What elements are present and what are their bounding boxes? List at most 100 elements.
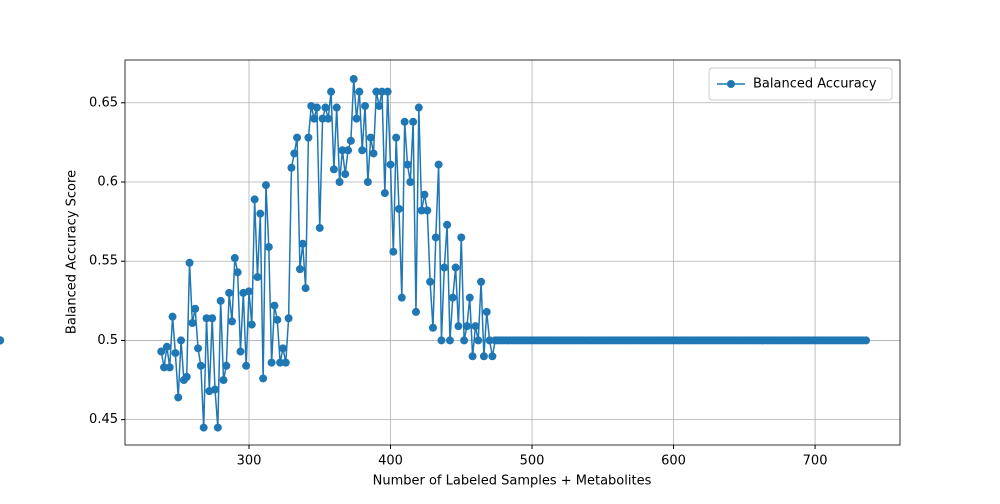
marker [318, 114, 327, 123]
marker [157, 347, 166, 356]
marker [394, 204, 403, 213]
marker [434, 160, 443, 169]
marker [485, 336, 494, 345]
marker [474, 336, 483, 345]
marker [332, 103, 341, 112]
y-tick-label: 0.6 [97, 174, 118, 189]
marker [477, 277, 486, 286]
marker [281, 358, 290, 367]
x-tick-label: 700 [803, 454, 828, 469]
marker [227, 317, 236, 326]
marker [468, 352, 477, 361]
marker [177, 336, 186, 345]
marker [0, 336, 4, 345]
legend-label: Balanced Accuracy [753, 77, 877, 92]
marker [230, 254, 239, 263]
marker [346, 136, 355, 145]
marker [247, 320, 256, 329]
marker [312, 103, 321, 112]
marker [236, 347, 245, 356]
marker [462, 322, 471, 331]
marker [380, 189, 389, 198]
marker [454, 322, 463, 331]
y-axis-label: Balanced Accuracy Score [65, 170, 80, 334]
marker [392, 133, 401, 142]
marker [162, 342, 171, 351]
y-tick-label: 0.55 [89, 254, 118, 269]
marker [174, 393, 183, 402]
marker [420, 190, 429, 199]
y-tick-label: 0.65 [89, 95, 118, 110]
marker [482, 307, 491, 316]
marker [256, 209, 265, 218]
marker [222, 361, 231, 370]
marker [208, 314, 217, 323]
marker [304, 133, 313, 142]
marker [259, 374, 268, 383]
marker [168, 312, 177, 321]
marker [409, 117, 418, 126]
marker [284, 314, 293, 323]
marker [199, 423, 208, 432]
marker [403, 160, 412, 169]
marker [363, 177, 372, 186]
marker [386, 160, 395, 169]
marker [389, 247, 398, 256]
x-axis-label: Number of Labeled Samples + Metabolites [373, 474, 652, 489]
marker [171, 349, 180, 358]
marker [451, 263, 460, 272]
marker [406, 177, 415, 186]
marker [375, 101, 384, 110]
marker [358, 146, 367, 155]
marker [414, 103, 423, 112]
marker [352, 114, 361, 123]
marker [253, 273, 262, 282]
marker [211, 385, 220, 394]
marker [448, 293, 457, 302]
marker [219, 376, 228, 385]
marker [341, 170, 350, 179]
marker [426, 277, 435, 286]
marker [372, 87, 381, 96]
marker [443, 220, 452, 229]
marker [293, 133, 302, 142]
marker [264, 242, 273, 251]
marker [324, 114, 333, 123]
marker [290, 149, 299, 158]
marker [244, 287, 253, 296]
y-tick-label: 0.5 [97, 333, 118, 348]
marker [202, 314, 211, 323]
marker [437, 336, 446, 345]
plot-frame [124, 59, 901, 446]
marker [329, 165, 338, 174]
x-tick-label: 300 [237, 454, 262, 469]
marker [397, 293, 406, 302]
marker [431, 233, 440, 242]
marker [428, 323, 437, 332]
marker [479, 352, 488, 361]
marker [278, 344, 287, 353]
marker [423, 206, 432, 215]
x-tick-label: 400 [378, 454, 403, 469]
marker [361, 101, 370, 110]
marker [295, 265, 304, 274]
marker [321, 103, 330, 112]
marker [327, 87, 336, 96]
marker [188, 319, 197, 328]
x-tick-label: 500 [520, 454, 545, 469]
marker [310, 114, 319, 123]
marker [315, 223, 324, 232]
line [160, 78, 867, 428]
marker [194, 344, 203, 353]
marker [298, 239, 307, 248]
marker [261, 181, 270, 190]
marker [338, 146, 347, 155]
marker [366, 133, 375, 142]
marker [287, 163, 296, 172]
x-tick-label: 600 [661, 454, 686, 469]
marker [270, 301, 279, 310]
marker [383, 87, 392, 96]
marker [862, 336, 871, 345]
marker [196, 361, 205, 370]
marker [369, 149, 378, 158]
